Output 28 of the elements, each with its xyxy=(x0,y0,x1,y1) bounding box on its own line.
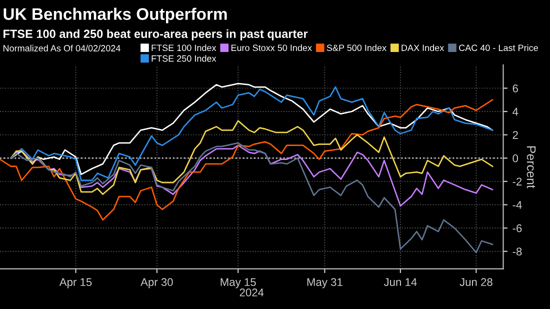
legend-label: CAC 40 - Last Price xyxy=(459,44,538,52)
line-series xyxy=(10,120,494,195)
chart-subtitle: FTSE 100 and 250 beat euro-area peers in past quarter xyxy=(4,29,308,40)
y-tick-label: -6 xyxy=(512,224,522,232)
x-tick-label: Apr 15 xyxy=(59,278,92,288)
y-tick-label: 0 xyxy=(512,154,518,162)
x-tick-label: Jun 14 xyxy=(384,278,417,286)
x-tick-label: Apr 30 xyxy=(140,278,173,288)
legend-label: FTSE 100 Index xyxy=(152,44,216,52)
y-tick-label: 6 xyxy=(512,84,518,92)
legend-title: Normalized As Of 04/02/2024 xyxy=(3,44,120,52)
line-series xyxy=(10,142,494,254)
legend-label: S&P 500 Index xyxy=(326,44,386,52)
y-tick-label: -2 xyxy=(512,178,522,186)
legend-label: FTSE 250 Index xyxy=(152,55,216,62)
legend-label: Euro Stoxx 50 Index xyxy=(231,44,312,52)
y-tick-label: -4 xyxy=(512,201,522,209)
x-tick-label: Jun 28 xyxy=(460,278,492,286)
y-tick-label: -8 xyxy=(512,248,522,256)
x-axis-title: 2024 xyxy=(240,288,264,296)
y-axis-title: Percent xyxy=(526,146,536,188)
x-tick-label: May 31 xyxy=(307,278,342,288)
line-series xyxy=(0,99,494,221)
x-tick-label: May 15 xyxy=(220,278,256,288)
y-tick-label: 2 xyxy=(512,131,518,139)
y-tick-label: 4 xyxy=(512,108,518,116)
legend-label: DAX Index xyxy=(402,44,444,52)
chart-title: UK Benchmarks Outperform xyxy=(4,8,227,24)
